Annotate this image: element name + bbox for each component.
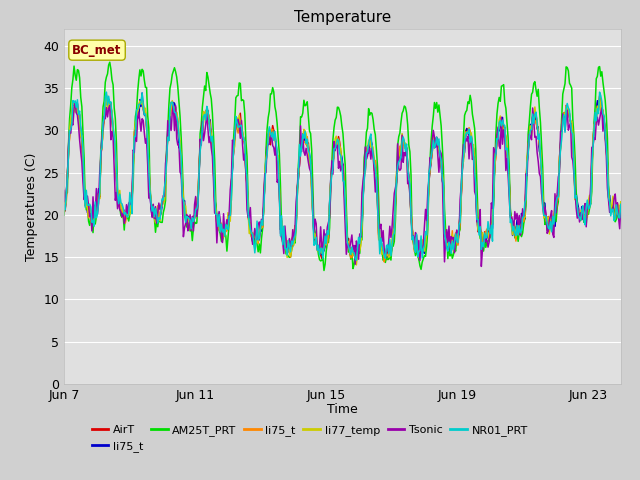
Line: li75_t: li75_t xyxy=(64,100,621,262)
AirT xyxy=(60,196,68,202)
Line: AM25T_PRT: AM25T_PRT xyxy=(64,62,621,271)
AirT xyxy=(617,204,625,210)
li75_t xyxy=(60,200,68,205)
li75_t xyxy=(415,257,422,263)
li75_t xyxy=(105,97,113,103)
AM25T_PRT xyxy=(394,143,401,148)
Line: li75_t: li75_t xyxy=(64,93,621,260)
AM25T_PRT xyxy=(519,230,527,236)
Tsonic xyxy=(60,188,68,193)
NR01_PRT xyxy=(617,202,625,207)
Tsonic xyxy=(606,209,614,215)
li75_t xyxy=(380,259,388,265)
li77_temp xyxy=(60,201,68,206)
li75_t xyxy=(326,206,333,212)
Line: Tsonic: Tsonic xyxy=(64,102,621,266)
li75_t xyxy=(617,203,625,209)
li75_t xyxy=(519,215,527,220)
li75_t xyxy=(329,162,337,168)
Line: NR01_PRT: NR01_PRT xyxy=(64,92,621,260)
Line: li77_temp: li77_temp xyxy=(64,94,621,265)
AirT xyxy=(381,258,389,264)
Y-axis label: Temperatures (C): Temperatures (C) xyxy=(25,152,38,261)
NR01_PRT xyxy=(60,202,68,208)
li75_t xyxy=(606,203,614,208)
li77_temp xyxy=(606,200,614,206)
li75_t xyxy=(60,197,68,203)
li77_temp xyxy=(617,199,625,204)
AirT xyxy=(518,216,525,221)
Text: BC_met: BC_met xyxy=(72,44,122,57)
Tsonic xyxy=(477,264,485,269)
Tsonic xyxy=(393,180,401,185)
li75_t xyxy=(606,192,614,198)
li77_temp xyxy=(329,157,337,163)
li75_t xyxy=(617,203,625,209)
Line: AirT: AirT xyxy=(64,96,621,261)
AirT xyxy=(393,174,401,180)
Tsonic xyxy=(519,206,527,212)
AirT xyxy=(328,167,335,173)
AirT xyxy=(596,94,604,99)
Legend: AirT, li75_t, AM25T_PRT, li75_t, li77_temp, Tsonic, NR01_PRT: AirT, li75_t, AM25T_PRT, li75_t, li77_te… xyxy=(92,425,527,452)
Tsonic xyxy=(617,204,625,209)
li75_t xyxy=(393,180,401,185)
X-axis label: Time: Time xyxy=(327,403,358,416)
Tsonic xyxy=(71,99,79,105)
Tsonic xyxy=(362,156,370,162)
NR01_PRT xyxy=(606,199,614,205)
li75_t xyxy=(138,90,146,96)
AirT xyxy=(362,162,369,168)
AM25T_PRT xyxy=(327,185,335,191)
li77_temp xyxy=(364,146,371,152)
AM25T_PRT xyxy=(364,125,371,131)
li77_temp xyxy=(519,212,527,218)
Tsonic xyxy=(326,215,333,221)
Tsonic xyxy=(329,171,337,177)
AM25T_PRT xyxy=(106,60,113,65)
AirT xyxy=(606,202,614,208)
NR01_PRT xyxy=(364,149,371,155)
li77_temp xyxy=(394,168,401,174)
AM25T_PRT xyxy=(320,268,328,274)
li75_t xyxy=(326,201,333,206)
AM25T_PRT xyxy=(606,198,614,204)
li75_t xyxy=(362,150,370,156)
li75_t xyxy=(519,214,527,220)
li75_t xyxy=(362,150,370,156)
NR01_PRT xyxy=(329,165,337,171)
li77_temp xyxy=(326,203,333,208)
li75_t xyxy=(329,162,337,168)
li77_temp xyxy=(102,91,110,97)
NR01_PRT xyxy=(102,89,110,95)
NR01_PRT xyxy=(519,215,527,221)
NR01_PRT xyxy=(394,164,401,169)
AM25T_PRT xyxy=(60,212,68,218)
AM25T_PRT xyxy=(330,125,338,131)
NR01_PRT xyxy=(326,202,333,207)
NR01_PRT xyxy=(353,257,360,263)
li75_t xyxy=(394,167,401,172)
Title: Temperature: Temperature xyxy=(294,10,391,25)
AirT xyxy=(324,233,332,239)
AM25T_PRT xyxy=(617,204,625,210)
li77_temp xyxy=(353,262,360,268)
